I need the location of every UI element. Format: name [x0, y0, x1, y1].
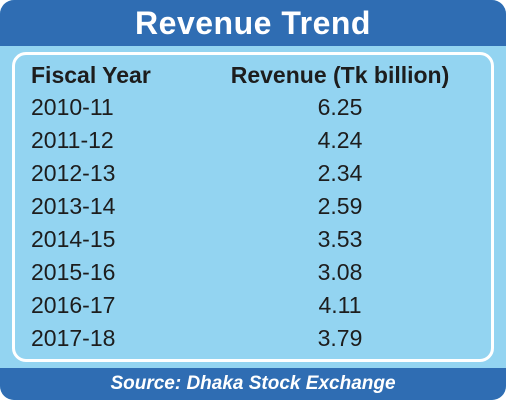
year-cell: 2015-16	[31, 259, 116, 285]
revenue-cell: 3.08	[317, 259, 363, 285]
revenue-cell: 2.59	[317, 193, 363, 219]
table-row: 2017-18 3.79	[15, 323, 491, 354]
header-row: Fiscal Year Revenue (Tk billion)	[15, 60, 491, 91]
table-row: 2016-17 4.11	[15, 290, 491, 321]
table-row: 2015-16 3.08	[15, 257, 491, 288]
year-cell: 2016-17	[31, 292, 116, 318]
column-header: Fiscal Year	[31, 62, 151, 88]
table: Fiscal Year Revenue (Tk billion) 2010-11 6.…	[12, 52, 494, 362]
revenue-cell: 4.24	[317, 127, 363, 153]
revenue-cell: 3.79	[317, 325, 363, 351]
table-row: 2010-11 6.25	[15, 92, 491, 123]
year-cell: 2013-14	[31, 193, 116, 219]
source: Source: Dhaka Stock Exchange	[0, 368, 506, 400]
revenue-cell: 3.53	[317, 226, 363, 252]
table-row: 2014-15 3.53	[15, 224, 491, 255]
year-cell: 2011-12	[31, 127, 114, 153]
year-cell: 2014-15	[31, 226, 116, 252]
revenue-cell: 4.11	[318, 292, 362, 318]
revenue-cell: 6.25	[317, 94, 363, 120]
table-row: 2012-13 2.34	[15, 158, 491, 189]
revenue-cell: 2.34	[317, 160, 363, 186]
table-row: 2011-12 4.24	[15, 125, 491, 156]
year-cell: 2010-11	[31, 94, 114, 120]
title: Revenue Trend	[0, 0, 506, 46]
year-cell: 2012-13	[31, 160, 116, 186]
year-cell: 2017-18	[31, 325, 116, 351]
column-header: Revenue (Tk billion)	[230, 62, 450, 88]
table-row: 2013-14 2.59	[15, 191, 491, 222]
